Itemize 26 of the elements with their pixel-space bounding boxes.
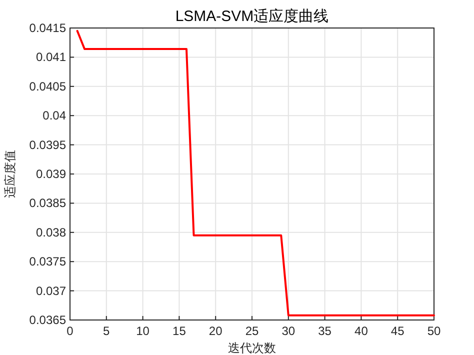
y-tick-label: 0.0375 [29,254,66,269]
y-tick-label: 0.0405 [29,79,66,94]
x-tick-label: 50 [427,324,441,338]
x-tick-label: 30 [282,324,296,338]
y-tick-label: 0.0365 [29,313,66,327]
x-axis-title: 迭代次数 [228,341,276,355]
x-tick-label: 40 [354,324,368,338]
line-series [76,30,435,316]
y-tick-label: 0.037 [36,284,66,298]
y-tick-label: 0.0415 [29,21,66,35]
y-tick-label: 0.041 [36,50,66,64]
y-tick-label: 0.039 [36,167,66,181]
x-tick-label: 20 [208,324,223,338]
x-tick-label: 0 [66,324,74,338]
y-tick-label: 0.0385 [29,196,66,210]
x-tick-label: 10 [136,324,150,338]
y-tick-label: 0.0395 [29,138,66,152]
x-tick-label: 15 [172,324,186,338]
chart-title: LSMA-SVM适应度曲线 [175,8,329,25]
x-tick-label: 35 [318,324,332,338]
x-tick-label: 45 [390,324,405,338]
x-tick-label: 25 [245,324,259,338]
y-tick-label: 0.038 [36,225,66,240]
y-axis-title: 适应度值 [3,150,17,198]
y-tick-label: 0.04 [42,108,66,123]
x-tick-label: 5 [103,324,110,338]
